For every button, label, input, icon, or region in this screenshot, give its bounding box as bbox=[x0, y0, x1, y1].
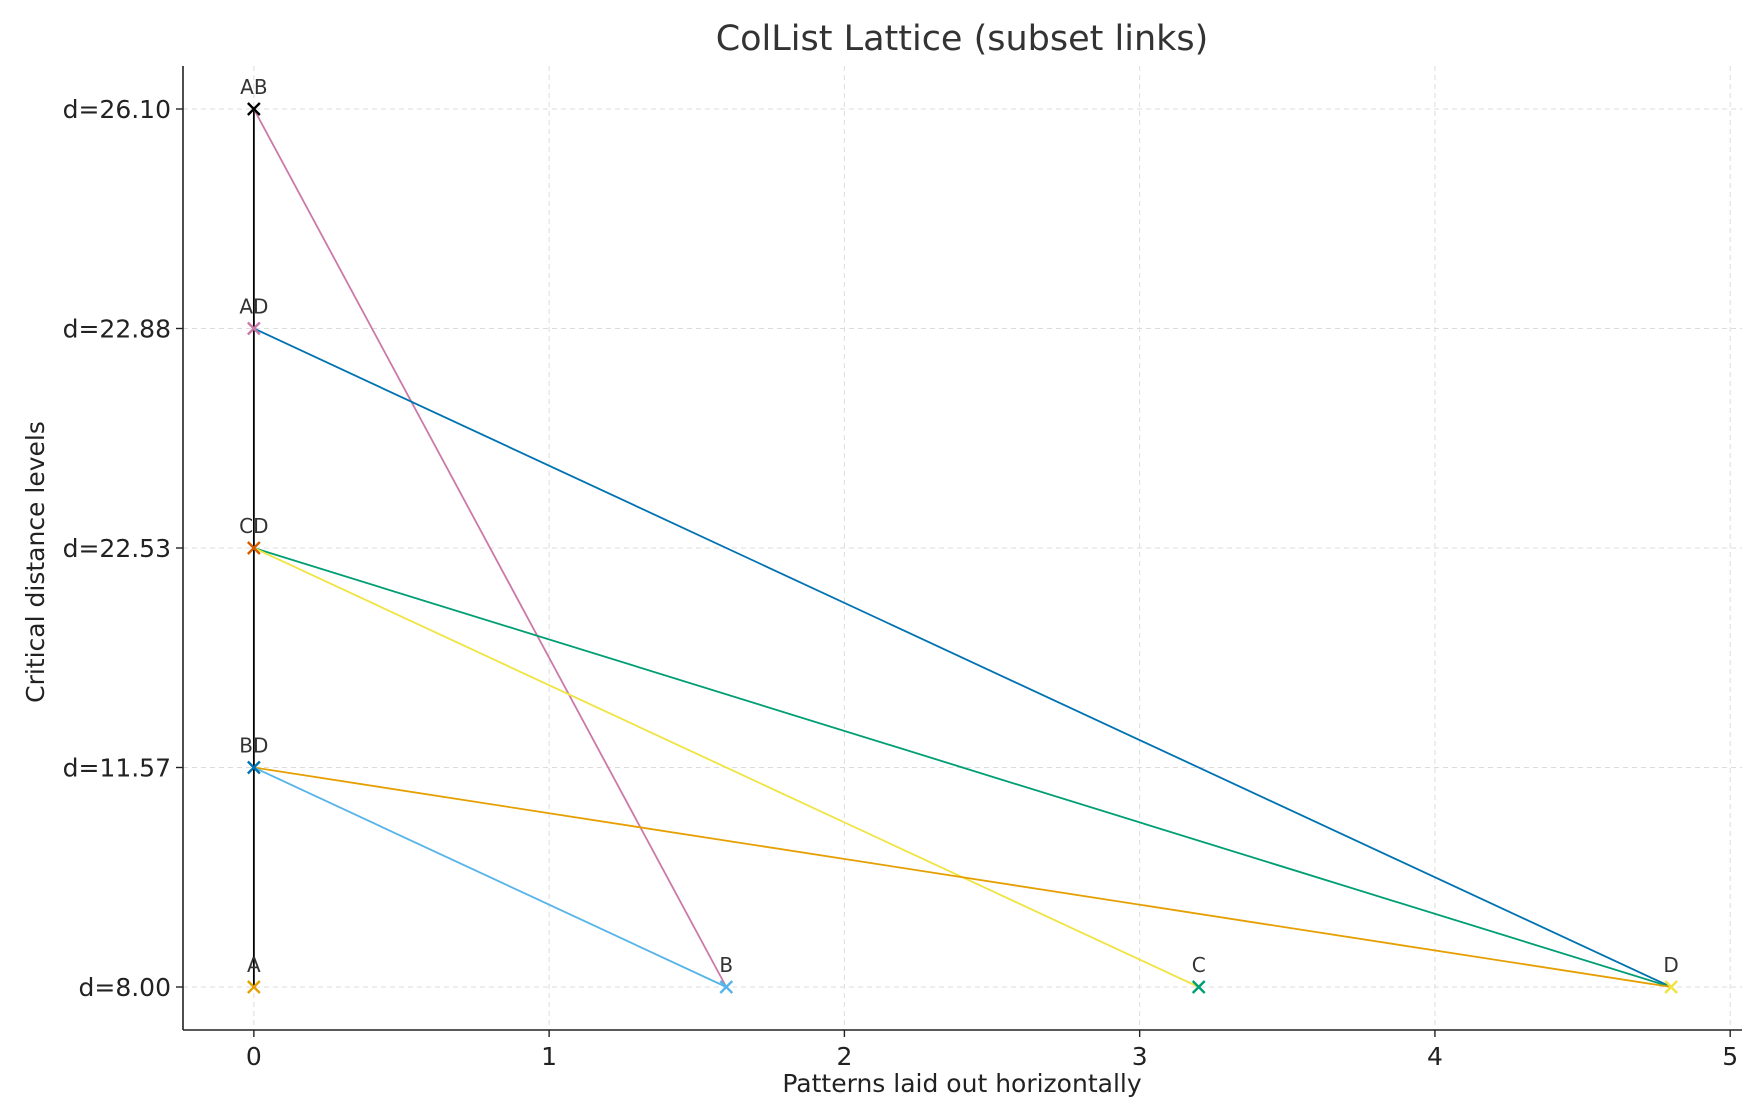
link-B-AB bbox=[252, 108, 728, 988]
point-marker-BD-b bbox=[247, 760, 261, 775]
point-CD: CD bbox=[239, 514, 269, 555]
point-marker-AD-b bbox=[247, 321, 261, 336]
point-AD: AD bbox=[239, 295, 268, 336]
link-D-CD bbox=[252, 547, 1673, 988]
point-label-C: C bbox=[1192, 953, 1206, 977]
tick-layer: 0 1 2 3 4 5 d=8.00 d=11.57 d=22.53 d=22.88 d=26.10 bbox=[63, 95, 1739, 1071]
link-B-BD bbox=[252, 766, 728, 988]
y-tick-label-3: d=22.88 bbox=[63, 315, 171, 344]
point-label-CD: CD bbox=[239, 514, 268, 538]
x-tick-label-5: 5 bbox=[1722, 1042, 1738, 1071]
link-D-AD bbox=[252, 327, 1673, 988]
x-tick-label-2: 2 bbox=[836, 1042, 852, 1071]
x-tick-label-1: 1 bbox=[541, 1042, 557, 1071]
point-marker-D-b bbox=[1664, 980, 1678, 994]
point-marker-C-b bbox=[1191, 980, 1206, 994]
point-BD: BD bbox=[239, 734, 268, 775]
point-label-B: B bbox=[719, 953, 733, 977]
point-AB: AB bbox=[240, 75, 268, 116]
grid-layer bbox=[183, 66, 1742, 1030]
x-axis-label: Patterns laid out horizontally bbox=[782, 1069, 1141, 1098]
x-tick-label-4: 4 bbox=[1427, 1042, 1443, 1071]
point-label-D: D bbox=[1663, 953, 1678, 977]
point-marker-CD-b bbox=[247, 541, 261, 555]
point-label-AB: AB bbox=[240, 75, 267, 99]
point-B: B bbox=[719, 953, 734, 994]
link-D-BD bbox=[252, 766, 1673, 988]
point-marker-B-b bbox=[719, 980, 734, 994]
link-C-CD bbox=[252, 547, 1200, 988]
x-tick-label-3: 3 bbox=[1132, 1042, 1148, 1071]
y-axis-label: Critical distance levels bbox=[21, 421, 50, 703]
point-label-A: A bbox=[247, 953, 261, 977]
y-tick-label-0: d=8.00 bbox=[79, 973, 171, 1002]
point-label-BD: BD bbox=[239, 734, 268, 758]
point-A: A bbox=[247, 953, 261, 994]
point-C: C bbox=[1191, 953, 1206, 994]
chart-title: ColList Lattice (subset links) bbox=[716, 19, 1209, 59]
y-tick-label-1: d=11.57 bbox=[63, 754, 171, 783]
y-tick-label-2: d=22.53 bbox=[63, 534, 171, 563]
point-marker-A-b bbox=[247, 980, 261, 994]
point-marker-AB-b bbox=[247, 102, 261, 116]
point-D: D bbox=[1663, 953, 1679, 994]
point-label-AD: AD bbox=[239, 295, 268, 319]
x-tick-label-0: 0 bbox=[246, 1042, 262, 1071]
y-tick-label-4: d=26.10 bbox=[63, 95, 171, 124]
